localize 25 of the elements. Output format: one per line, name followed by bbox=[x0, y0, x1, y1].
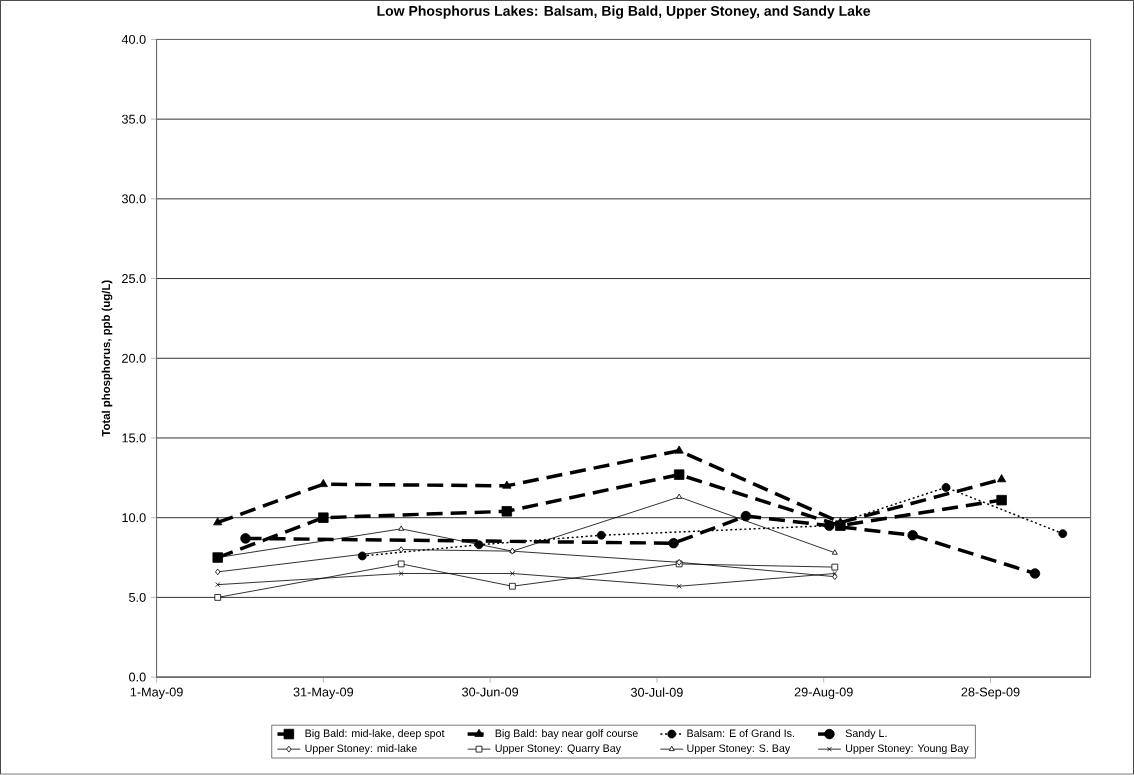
y-axis-title: Total phosphorus, ppb (ug/L) bbox=[101, 280, 113, 437]
y-tick-label: 40.0 bbox=[121, 35, 146, 45]
legend-label: Upper Stoney: S. Bay bbox=[687, 744, 791, 755]
y-tick-label: 30.0 bbox=[121, 194, 146, 204]
legend-label: Balsam: E of Grand Is. bbox=[687, 729, 794, 738]
y-tick-label: 10.0 bbox=[122, 513, 146, 523]
chart-title: Low Phosphorus Lakes: Balsam, Big Bald, Upper Stoney, and Sandy Lake bbox=[377, 5, 871, 19]
legend-label: Upper Stoney: mid-lake bbox=[305, 744, 417, 755]
legend-label: Upper Stoney: Young Bay bbox=[846, 744, 969, 755]
legend-label: Sandy L. bbox=[845, 729, 887, 740]
x-tick-label: 31-May-09 bbox=[293, 687, 354, 700]
y-tick-label: 5.0 bbox=[129, 593, 146, 603]
x-tick-label: 28-Sep-09 bbox=[961, 687, 1020, 700]
x-tick-label: 30-Jul-09 bbox=[630, 687, 683, 698]
y-tick-label: 15.0 bbox=[122, 433, 146, 443]
y-tick-label: 35.0 bbox=[121, 114, 146, 124]
x-tick-label: 29-Aug-09 bbox=[794, 687, 853, 700]
y-tick-label: 25.0 bbox=[122, 274, 146, 284]
y-tick-label: 0.0 bbox=[129, 672, 146, 682]
legend-label: Big Bald: bay near golf course bbox=[495, 729, 638, 740]
y-tick-label: 20.0 bbox=[122, 353, 146, 363]
x-tick-label: 30-Jun-09 bbox=[462, 687, 519, 697]
x-tick-label: 1-May-09 bbox=[130, 687, 183, 700]
legend-label: Big Bald: mid-lake, deep spot bbox=[305, 729, 445, 740]
legend-label: Upper Stoney: Quarry Bay bbox=[495, 744, 621, 755]
